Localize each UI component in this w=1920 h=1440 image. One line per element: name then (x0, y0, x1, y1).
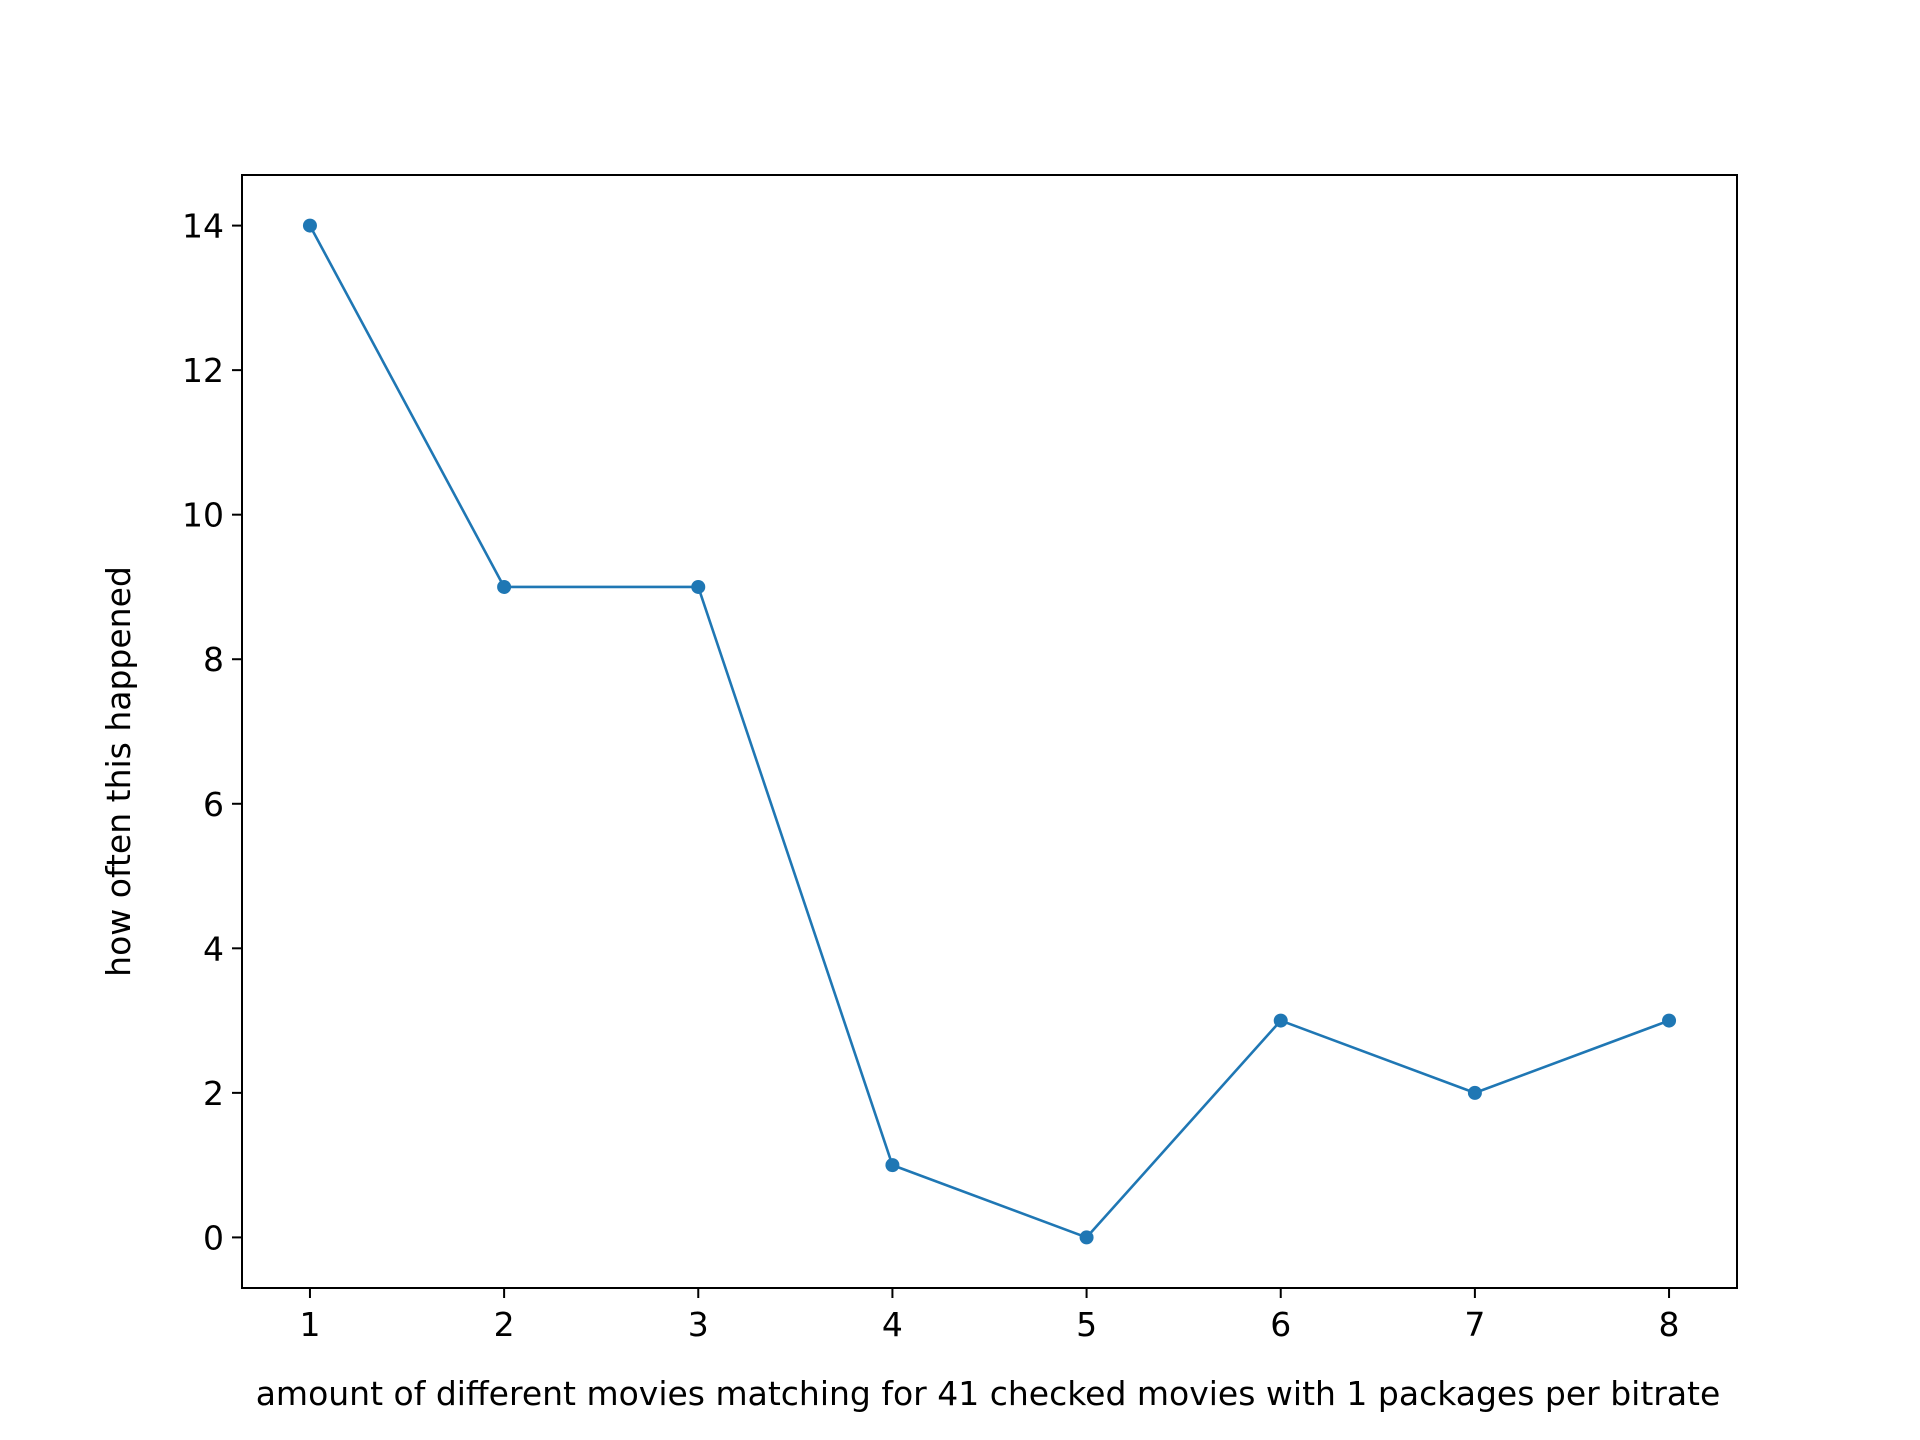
data-point-3 (691, 579, 706, 594)
data-point-4 (885, 1158, 900, 1173)
data-point-2 (497, 579, 512, 594)
y-tick-label-14: 14 (182, 207, 224, 246)
data-point-5 (1079, 1230, 1094, 1245)
y-tick-label-0: 0 (203, 1218, 224, 1257)
y-tick-label-12: 12 (182, 351, 224, 390)
x-tick-label-3: 3 (688, 1305, 709, 1344)
x-tick-label-8: 8 (1659, 1305, 1680, 1344)
x-axis-label: amount of different movies matching for … (256, 1374, 1721, 1413)
x-axis-ticks: 1 2 3 4 5 6 7 8 (299, 1288, 1680, 1344)
data-point-7 (1467, 1085, 1482, 1100)
plot-area-frame (241, 174, 1738, 1289)
data-point-6 (1273, 1013, 1288, 1028)
y-axis-label: how often this happened (99, 566, 138, 977)
y-tick-label-4: 4 (203, 929, 224, 968)
x-tick-label-6: 6 (1270, 1305, 1291, 1344)
x-tick-label-1: 1 (299, 1305, 320, 1344)
data-point-1 (302, 218, 317, 233)
x-tick-label-2: 2 (494, 1305, 515, 1344)
y-axis-ticks: 0 2 4 6 8 10 12 14 (182, 207, 242, 1257)
y-tick-label-8: 8 (203, 640, 224, 679)
data-point-8 (1662, 1013, 1677, 1028)
y-tick-label-6: 6 (203, 785, 224, 824)
series-layer (302, 218, 1677, 1245)
x-tick-label-7: 7 (1464, 1305, 1485, 1344)
series-line-0 (308, 224, 1670, 1239)
x-tick-label-5: 5 (1076, 1305, 1097, 1344)
y-tick-label-2: 2 (203, 1074, 224, 1113)
x-tick-label-4: 4 (882, 1305, 903, 1344)
y-tick-label-10: 10 (182, 496, 224, 535)
